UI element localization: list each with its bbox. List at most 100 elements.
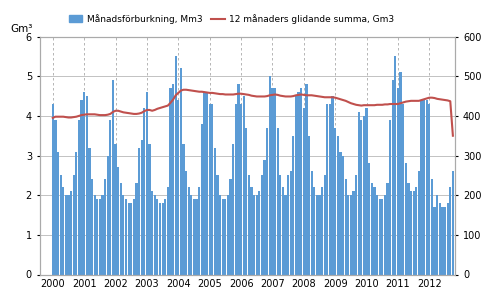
Bar	[91, 179, 93, 274]
Bar	[410, 191, 412, 274]
Bar	[399, 72, 402, 274]
Bar	[232, 144, 234, 274]
Bar	[153, 195, 156, 274]
Bar	[376, 195, 378, 274]
Bar	[130, 203, 132, 274]
Bar	[394, 56, 396, 274]
Bar	[70, 191, 72, 274]
Bar	[384, 195, 386, 274]
Bar	[146, 92, 148, 274]
Bar	[444, 207, 446, 274]
Bar	[59, 175, 62, 274]
Bar	[243, 96, 245, 274]
Bar	[279, 175, 281, 274]
Bar	[196, 199, 198, 274]
Bar	[271, 88, 274, 274]
Bar	[216, 175, 219, 274]
Bar	[214, 148, 216, 274]
Bar	[402, 104, 404, 274]
Bar	[128, 203, 130, 274]
Bar	[350, 195, 352, 274]
Bar	[206, 92, 208, 274]
Bar	[310, 171, 313, 274]
Bar	[235, 104, 237, 274]
Bar	[237, 84, 240, 274]
Bar	[138, 148, 140, 274]
Bar	[373, 187, 376, 274]
Bar	[88, 148, 91, 274]
Bar	[324, 175, 326, 274]
Bar	[355, 175, 357, 274]
Bar	[287, 175, 289, 274]
Bar	[274, 88, 276, 274]
Bar	[133, 199, 135, 274]
Bar	[446, 203, 449, 274]
Bar	[431, 179, 433, 274]
Bar	[104, 179, 106, 274]
Bar	[120, 183, 122, 274]
Bar	[297, 92, 299, 274]
Bar	[188, 187, 190, 274]
Bar	[381, 199, 384, 274]
Bar	[112, 80, 114, 274]
Bar	[318, 195, 321, 274]
Bar	[83, 92, 85, 274]
Bar	[423, 100, 425, 274]
Bar	[392, 80, 394, 274]
Bar	[313, 187, 315, 274]
Bar	[261, 175, 263, 274]
Bar	[360, 120, 362, 274]
Bar	[193, 199, 195, 274]
Bar	[148, 144, 150, 274]
Bar	[305, 84, 307, 274]
Bar	[78, 120, 80, 274]
Bar	[347, 195, 349, 274]
Bar	[96, 199, 99, 274]
Bar	[329, 104, 331, 274]
Bar	[161, 203, 164, 274]
Bar	[405, 163, 407, 274]
Bar	[106, 156, 109, 274]
Bar	[363, 116, 365, 274]
Bar	[418, 171, 420, 274]
Bar	[222, 199, 224, 274]
Bar	[352, 191, 354, 274]
Bar	[389, 120, 391, 274]
Bar	[277, 128, 279, 274]
Bar	[407, 183, 409, 274]
Bar	[167, 187, 169, 274]
Bar	[253, 195, 255, 274]
Bar	[449, 187, 451, 274]
Legend: Månadsförburkning, Mm3, 12 månaders glidande summa, Gm3: Månadsförburkning, Mm3, 12 månaders glid…	[65, 10, 398, 27]
Bar	[308, 136, 310, 274]
Bar	[442, 207, 444, 274]
Bar	[201, 124, 203, 274]
Bar	[185, 171, 187, 274]
Bar	[80, 100, 83, 274]
Bar	[177, 100, 179, 274]
Bar	[371, 183, 373, 274]
Bar	[54, 120, 56, 274]
Bar	[230, 179, 232, 274]
Bar	[321, 187, 323, 274]
Bar	[159, 203, 161, 274]
Bar	[263, 160, 266, 274]
Bar	[379, 199, 381, 274]
Bar	[122, 195, 125, 274]
Bar	[164, 199, 166, 274]
Bar	[51, 104, 54, 274]
Bar	[94, 195, 96, 274]
Bar	[397, 88, 399, 274]
Bar	[180, 68, 182, 274]
Bar	[452, 171, 454, 274]
Bar	[316, 195, 318, 274]
Bar	[135, 183, 138, 274]
Bar	[266, 128, 268, 274]
Bar	[255, 195, 258, 274]
Bar	[101, 195, 103, 274]
Bar	[345, 179, 347, 274]
Bar	[303, 108, 305, 274]
Bar	[420, 100, 423, 274]
Bar	[412, 191, 415, 274]
Bar	[224, 199, 227, 274]
